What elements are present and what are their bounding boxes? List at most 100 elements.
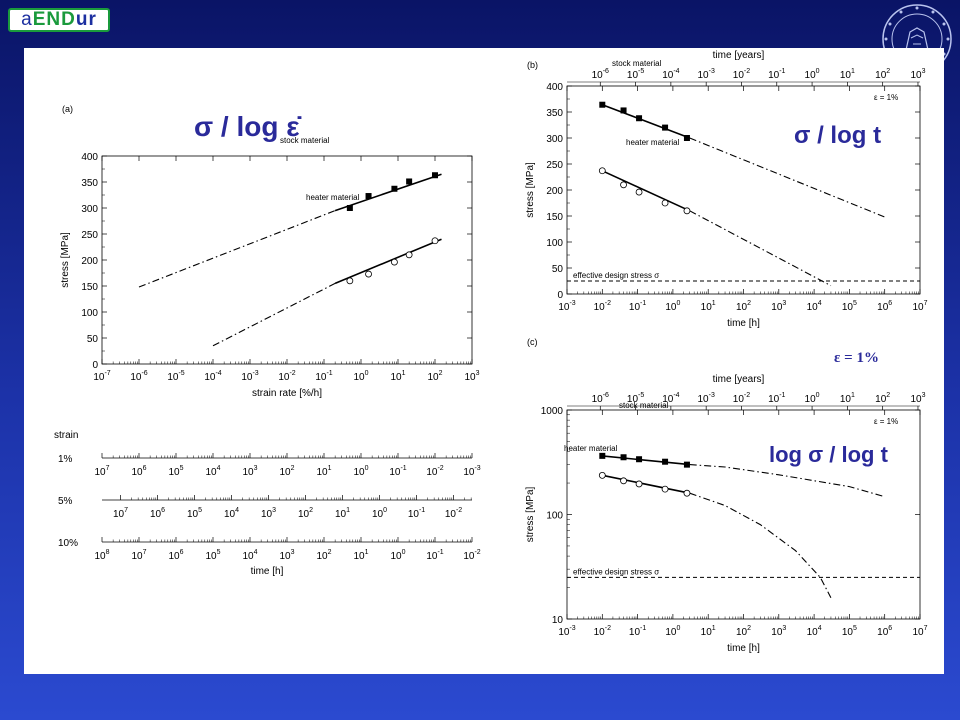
y-tick-label: 1000: [541, 406, 564, 417]
y-tick-label: 400: [546, 82, 563, 93]
data-point-heater-material: [598, 471, 606, 479]
extrapolation-heater-material: [689, 210, 832, 287]
y-tick-label: 150: [546, 212, 563, 223]
strain-scale-tick-label: 102: [279, 465, 294, 478]
strain-scale-tick-label: 103: [261, 507, 276, 520]
y-tick-label: 150: [81, 282, 98, 293]
extrapolation-stock-material: [689, 464, 885, 498]
x-tick-label: 106: [877, 625, 892, 638]
strain-scale-tick-label: 102: [298, 507, 313, 520]
top-x-tick-label: 10-1: [768, 392, 785, 405]
data-point-heater-material: [431, 237, 439, 245]
top-x-tick-label: 100: [805, 392, 820, 405]
y-tick-label: 350: [81, 178, 98, 189]
strain-scale-tick-label: 100: [390, 549, 405, 562]
x-tick-label: 103: [771, 625, 786, 638]
x-tick-label: 10-3: [558, 625, 575, 638]
top-x-tick-label: 100: [805, 68, 820, 81]
x-tick-label: 102: [427, 370, 442, 383]
series-label-heater-material: heater material: [626, 138, 680, 147]
strain-scale-tick-label: 10-2: [463, 549, 480, 562]
x-tick-label: 104: [807, 625, 822, 638]
x-tick-label: 101: [390, 370, 405, 383]
x-tick-label: 10-1: [629, 625, 646, 638]
panel-label-c: (c): [527, 337, 538, 347]
top-x-tick-label: 103: [910, 68, 925, 81]
strain-scale-tick-label: 107: [94, 465, 109, 478]
y-tick-label: 50: [552, 264, 564, 275]
data-point-heater-material: [620, 477, 627, 485]
fit-line-stock-material: [602, 103, 690, 139]
y-tick-label: 10: [552, 615, 564, 626]
x-tick-label: 105: [842, 625, 857, 638]
y-tick-label: 250: [81, 230, 98, 241]
fit-line-stock-material: [602, 455, 690, 466]
top-x-axis-label: time [years]: [713, 50, 765, 61]
data-point-stock-material: [406, 178, 413, 185]
data-point-heater-material: [661, 485, 669, 493]
y-tick-label: 100: [546, 511, 563, 522]
y-tick-label: 350: [546, 108, 563, 119]
figure-panel: σ / log ε̇ σ / log t ε = 1% log σ / log …: [24, 48, 944, 674]
strain-scale-tick-label: 102: [316, 549, 331, 562]
strain-scale-tick-label: 107: [131, 549, 146, 562]
x-tick-label: 107: [912, 300, 927, 313]
fit-line-stock-material: [334, 173, 442, 212]
strain-scale-tick-label: 10-3: [463, 465, 480, 478]
strain-scale-tick-label: 106: [131, 465, 146, 478]
x-tick-label: 10-2: [594, 300, 611, 313]
logo-part-a: a: [21, 9, 33, 30]
data-point-heater-material: [661, 199, 669, 207]
x-tick-label: 101: [701, 300, 716, 313]
chart-b: (b) 10-3 10-2 10-1 100 101 102 103 104 105 106 107 0…: [525, 50, 928, 329]
design-stress-label: effective design stress σ: [573, 271, 659, 280]
data-point-stock-material: [599, 452, 606, 459]
fit-line-heater-material: [601, 170, 691, 212]
y-tick-label: 50: [87, 334, 99, 345]
data-point-stock-material: [365, 193, 372, 200]
top-x-tick-label: 102: [875, 68, 890, 81]
series-label-stock-material: stock material: [280, 136, 330, 145]
strain-scale-tick-label: 103: [242, 465, 257, 478]
top-x-axis-label: time [years]: [713, 374, 765, 385]
x-tick-label: 10-4: [204, 370, 221, 383]
series-label-stock-material: stock material: [619, 401, 669, 410]
strain-scale-tick-label: 100: [372, 507, 387, 520]
strain-scale-tick-label: 10-1: [426, 549, 443, 562]
extrapolation-heater-material: [212, 282, 336, 347]
y-tick-label: 300: [546, 134, 563, 145]
x-tick-label: 103: [464, 370, 479, 383]
top-x-tick-label: 10-2: [733, 68, 750, 81]
data-point-stock-material: [636, 115, 643, 122]
data-point-heater-material: [365, 270, 372, 278]
fit-line-heater-material: [334, 238, 442, 285]
annotation-b: σ / log t: [794, 122, 881, 149]
data-point-stock-material: [620, 454, 627, 461]
extrapolation-heater-material: [689, 492, 832, 598]
y-axis-label: stress [MPa]: [525, 487, 536, 543]
y-tick-label: 0: [557, 290, 563, 301]
top-x-tick-label: 10-4: [662, 68, 679, 81]
extrapolation-stock-material: [689, 137, 885, 218]
strain-scale-tick-label: 10-1: [408, 507, 425, 520]
x-tick-label: 10-1: [315, 370, 332, 383]
strain-scale-tick-label: 104: [224, 507, 239, 520]
x-tick-label: 100: [665, 625, 680, 638]
design-stress-label: effective design stress σ: [573, 567, 659, 576]
y-tick-label: 200: [81, 256, 98, 267]
data-point-stock-material: [662, 124, 669, 131]
annotation-a: σ / log ε̇: [194, 111, 302, 142]
strain-row-label: 10%: [58, 538, 78, 549]
strain-scale-tick-label: 100: [353, 465, 368, 478]
x-tick-label: 103: [771, 300, 786, 313]
top-x-tick-label: 10-5: [627, 68, 644, 81]
logo-part-end: END: [32, 9, 76, 30]
data-point-heater-material: [683, 489, 691, 497]
x-tick-label: 100: [353, 370, 368, 383]
strain-row-label: 5%: [58, 496, 73, 507]
y-tick-label: 400: [81, 152, 98, 163]
data-point-stock-material: [432, 172, 438, 179]
top-x-tick-label: 10-6: [592, 392, 609, 405]
x-axis-label: strain rate [%/h]: [252, 388, 322, 399]
figure-canvas: σ / log ε̇ σ / log t ε = 1% log σ / log …: [54, 50, 928, 654]
